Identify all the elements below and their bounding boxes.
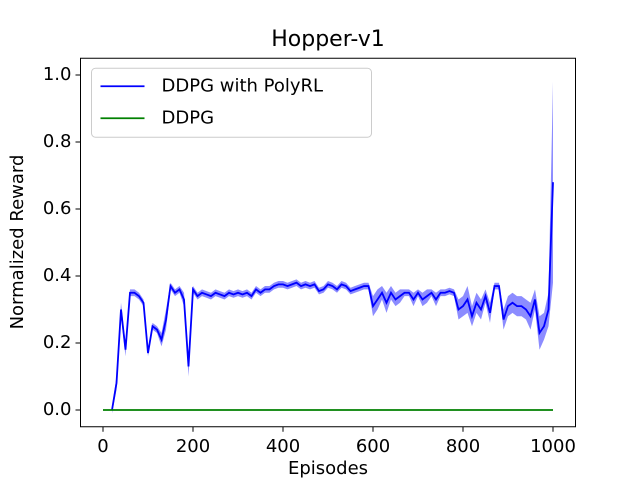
x-tick-label: 1000 [530, 436, 576, 457]
legend-label: DDPG [162, 107, 215, 128]
x-tick-label: 400 [266, 436, 300, 457]
x-axis-label: Episodes [288, 458, 368, 479]
y-tick-label: 0.2 [43, 332, 72, 353]
y-axis-label: Normalized Reward [7, 155, 28, 330]
data-line [111, 182, 554, 411]
x-tick-label: 600 [356, 436, 390, 457]
x-tick-label: 800 [446, 436, 480, 457]
x-tick-label: 0 [97, 436, 108, 457]
legend-box [91, 67, 372, 138]
y-tick-label: 0.8 [43, 131, 72, 152]
y-tick-label: 0.0 [43, 399, 72, 420]
plot-frame [80, 57, 576, 428]
y-tick-label: 0.4 [43, 265, 72, 286]
x-tick-label: 200 [176, 436, 210, 457]
chart-title: Hopper-v1 [271, 27, 384, 52]
y-tick-label: 0.6 [43, 198, 72, 219]
y-tick-label: 1.0 [43, 64, 72, 85]
legend-label: DDPG with PolyRL [162, 75, 324, 96]
